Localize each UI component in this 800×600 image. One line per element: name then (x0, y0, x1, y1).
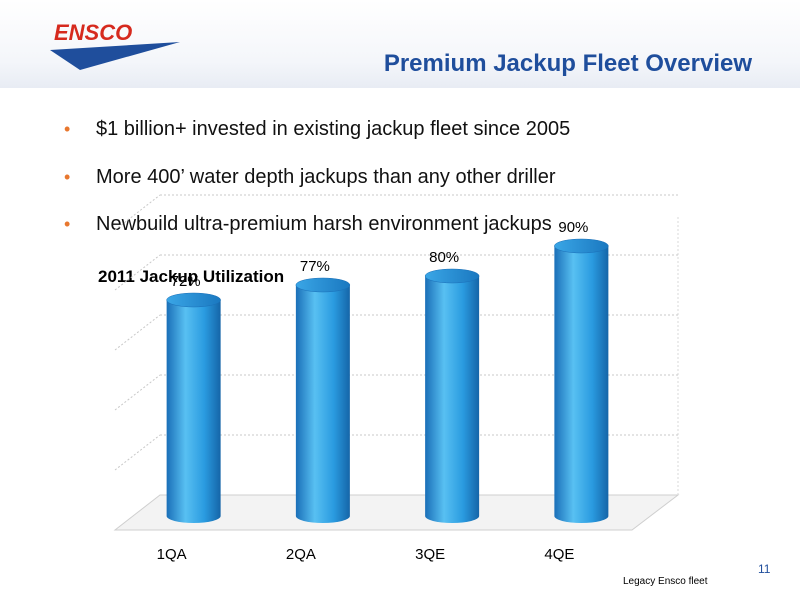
category-label: 1QA (157, 546, 187, 563)
chart-grid (113, 194, 680, 531)
category-label: 4QE (544, 546, 574, 563)
bar-2qa (295, 277, 351, 523)
bar-top (554, 238, 609, 254)
page-number: 11 (758, 562, 771, 576)
data-label: 77% (300, 258, 330, 275)
bar-body (554, 246, 609, 523)
bar-top (424, 268, 480, 284)
bar-body (295, 285, 350, 523)
bar-top (295, 277, 351, 293)
bullet-marker: • (64, 214, 71, 234)
logo-swoosh (50, 42, 180, 70)
bullet-marker: • (64, 119, 71, 139)
header-band (0, 0, 800, 88)
category-label: 2QA (286, 546, 316, 563)
bar-1qa (166, 292, 221, 523)
gridline-side (114, 314, 161, 351)
bullet-item: • Newbuild ultra-premium harsh environmen… (64, 213, 552, 236)
bar-body (425, 276, 480, 523)
bar-3qe (424, 268, 480, 523)
bar-top (166, 292, 221, 308)
bullet-text: $1 billion+ invested in existing jackup … (96, 118, 571, 140)
gridline-side (114, 194, 161, 231)
data-label: 80% (429, 249, 459, 266)
logo-text: ENSCO (54, 20, 132, 45)
bullet-text: More 400’ water depth jackups than any o… (96, 166, 556, 188)
bullet-item: • More 400’ water depth jackups than any … (64, 166, 556, 189)
gridline-side (114, 374, 161, 411)
bullet-marker: • (64, 167, 71, 187)
bar-body (166, 300, 221, 523)
bullet-item: • $1 billion+ invested in existing jackup… (64, 118, 570, 141)
bullet-text: Newbuild ultra-premium harsh environment… (96, 213, 552, 235)
category-label: 3QE (415, 546, 445, 563)
chart-title: 2011 Jackup Utilization (98, 267, 285, 286)
gridline-side (114, 254, 161, 291)
bar-4qe (554, 238, 609, 523)
page-title: Premium Jackup Fleet Overview (383, 50, 752, 77)
chart-bars (166, 238, 609, 523)
data-label: 90% (558, 219, 588, 236)
chart-labels: 72% 1QA 77% 2QA 80% 3QE 90% 4QE (157, 219, 589, 563)
ensco-logo: ENSCO (50, 20, 180, 70)
footnote: Legacy Ensco fleet (623, 576, 708, 587)
gridline-side (114, 434, 161, 471)
data-label: 72% (171, 273, 201, 290)
